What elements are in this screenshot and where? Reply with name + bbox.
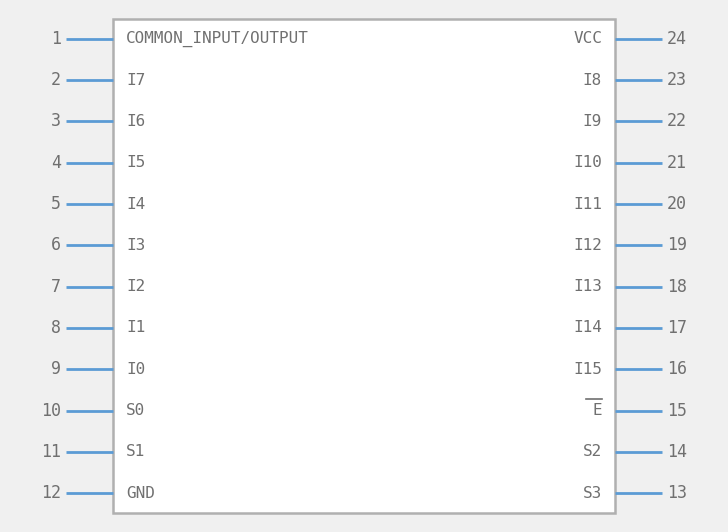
Text: I10: I10 xyxy=(573,155,602,170)
Text: I5: I5 xyxy=(126,155,145,170)
Text: I12: I12 xyxy=(573,238,602,253)
Text: 12: 12 xyxy=(41,484,61,502)
Text: VCC: VCC xyxy=(573,31,602,46)
Text: I2: I2 xyxy=(126,279,145,294)
Text: I6: I6 xyxy=(126,114,145,129)
Text: S1: S1 xyxy=(126,444,145,459)
Text: I8: I8 xyxy=(583,73,602,88)
Text: COMMON_INPUT/OUTPUT: COMMON_INPUT/OUTPUT xyxy=(126,31,309,47)
Text: 20: 20 xyxy=(667,195,687,213)
Text: I7: I7 xyxy=(126,73,145,88)
Text: I4: I4 xyxy=(126,196,145,212)
Text: 3: 3 xyxy=(51,112,61,130)
Text: 5: 5 xyxy=(51,195,61,213)
Text: 4: 4 xyxy=(51,154,61,172)
Text: I3: I3 xyxy=(126,238,145,253)
Text: 6: 6 xyxy=(51,236,61,254)
Text: 11: 11 xyxy=(41,443,61,461)
Text: 13: 13 xyxy=(667,484,687,502)
Text: I0: I0 xyxy=(126,362,145,377)
Text: 23: 23 xyxy=(667,71,687,89)
Text: S2: S2 xyxy=(583,444,602,459)
Text: 21: 21 xyxy=(667,154,687,172)
Text: 17: 17 xyxy=(667,319,687,337)
Text: S3: S3 xyxy=(583,486,602,501)
Text: I15: I15 xyxy=(573,362,602,377)
Text: 24: 24 xyxy=(667,30,687,48)
Text: 14: 14 xyxy=(667,443,687,461)
Text: 15: 15 xyxy=(667,402,687,420)
Text: I11: I11 xyxy=(573,196,602,212)
Text: I14: I14 xyxy=(573,320,602,336)
Text: 9: 9 xyxy=(51,360,61,378)
Text: E: E xyxy=(593,403,602,418)
Text: 8: 8 xyxy=(51,319,61,337)
Text: 2: 2 xyxy=(51,71,61,89)
Text: S0: S0 xyxy=(126,403,145,418)
Text: 7: 7 xyxy=(51,278,61,296)
Text: 18: 18 xyxy=(667,278,687,296)
Text: 1: 1 xyxy=(51,30,61,48)
Text: 22: 22 xyxy=(667,112,687,130)
Text: I9: I9 xyxy=(583,114,602,129)
Bar xyxy=(113,19,615,513)
Text: 10: 10 xyxy=(41,402,61,420)
Text: GND: GND xyxy=(126,486,155,501)
Text: 16: 16 xyxy=(667,360,687,378)
Text: 19: 19 xyxy=(667,236,687,254)
Text: I1: I1 xyxy=(126,320,145,336)
Text: I13: I13 xyxy=(573,279,602,294)
